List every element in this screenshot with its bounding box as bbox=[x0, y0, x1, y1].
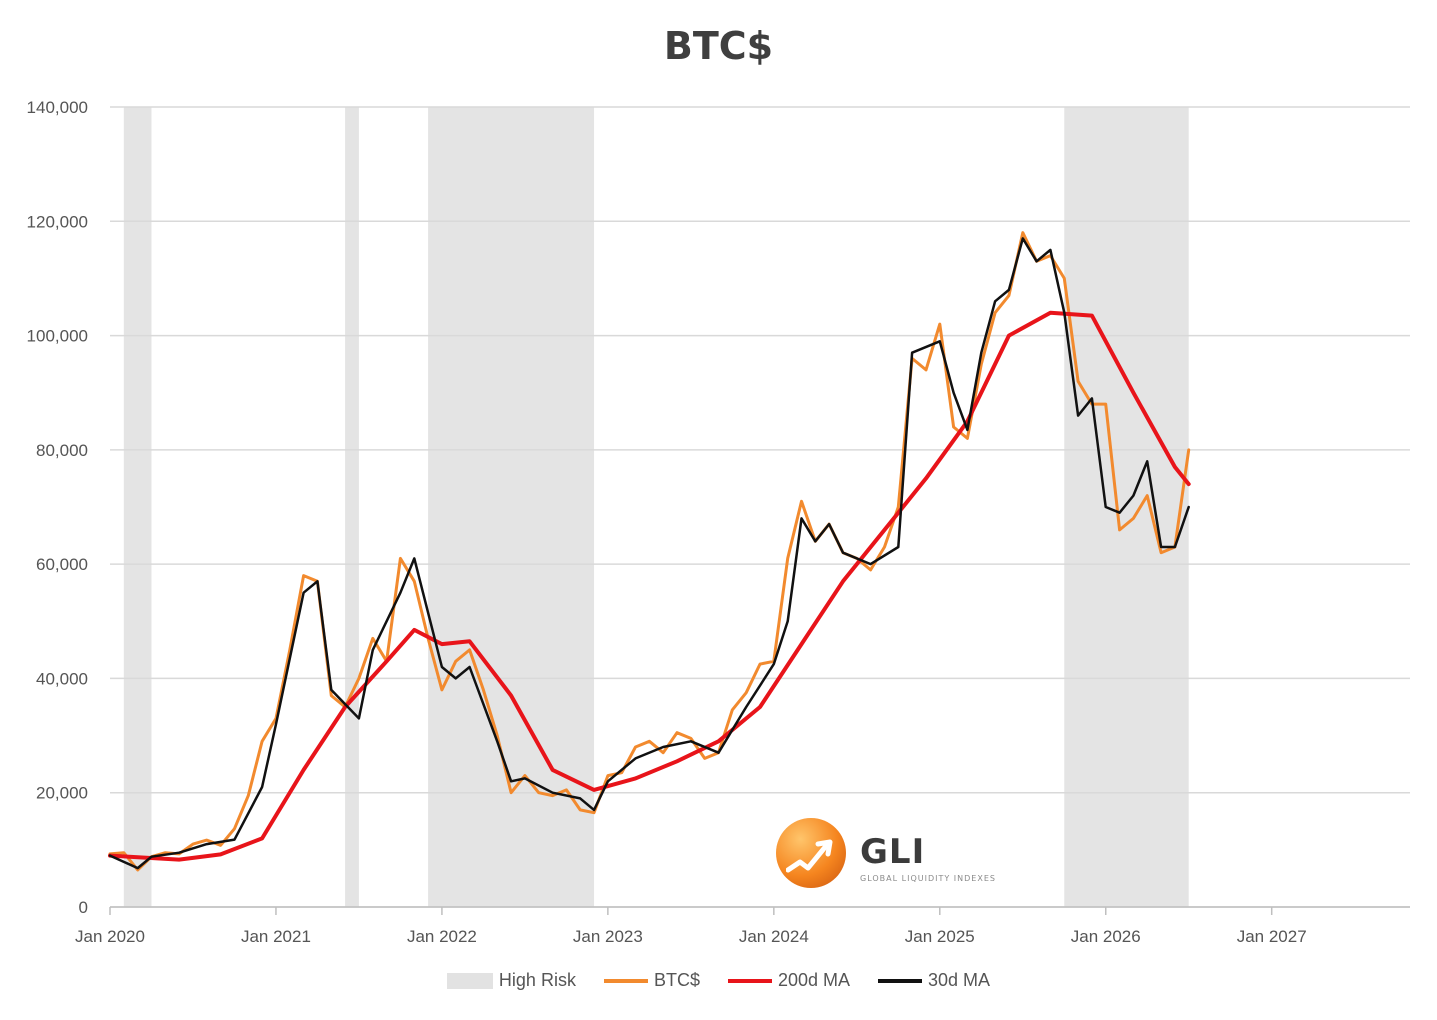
gli-logo-icon bbox=[776, 818, 846, 888]
legend-item-30d-ma: 30d MA bbox=[878, 970, 990, 991]
legend-label: BTC$ bbox=[653, 970, 700, 990]
y-tick-label: 20,000 bbox=[36, 784, 88, 803]
legend-label: High Risk bbox=[498, 970, 576, 990]
logo-name: GLI bbox=[860, 832, 926, 872]
legend-swatch-30d-ma bbox=[878, 978, 923, 983]
y-tick-label: 100,000 bbox=[27, 327, 88, 346]
y-tick-label: 40,000 bbox=[36, 669, 88, 688]
x-tick-label: Jan 2024 bbox=[739, 927, 809, 946]
x-tick-label: Jan 2025 bbox=[905, 927, 975, 946]
x-tick-label: Jan 2023 bbox=[573, 927, 643, 946]
x-tick-label: Jan 2027 bbox=[1237, 927, 1307, 946]
chart-title: BTC$ bbox=[663, 24, 774, 68]
x-tick-label: Jan 2026 bbox=[1071, 927, 1141, 946]
chart-legend: High Risk BTC$ 200d MA 30d MA bbox=[0, 970, 1437, 991]
series-line-200d-ma bbox=[108, 310, 1191, 862]
x-tick-label: Jan 2022 bbox=[407, 927, 477, 946]
legend-item-btc: BTC$ bbox=[603, 970, 700, 991]
y-tick-label: 140,000 bbox=[27, 98, 88, 117]
logo-subtitle: GLOBAL LIQUIDITY INDEXES bbox=[860, 874, 996, 883]
y-tick-label: 120,000 bbox=[27, 212, 88, 231]
legend-item-200d-ma: 200d MA bbox=[727, 970, 851, 991]
x-tick-label: Jan 2020 bbox=[75, 927, 145, 946]
high-risk-band bbox=[1064, 107, 1189, 907]
high-risk-band bbox=[428, 107, 595, 907]
series-line-btc bbox=[108, 231, 1191, 872]
legend-item-high-risk: High Risk bbox=[446, 970, 576, 991]
x-tick-label: Jan 2021 bbox=[241, 927, 311, 946]
gli-logo: GLI GLOBAL LIQUIDITY INDEXES bbox=[776, 818, 1046, 890]
high-risk-band bbox=[345, 107, 359, 907]
legend-label: 200d MA bbox=[777, 970, 851, 990]
y-tick-label: 60,000 bbox=[36, 555, 88, 574]
series-line-30d-ma bbox=[108, 237, 1190, 870]
high-risk-band bbox=[123, 107, 152, 907]
legend-swatch-200d-ma bbox=[727, 978, 772, 983]
y-tick-label: 0 bbox=[79, 898, 88, 917]
legend-swatch-high-risk bbox=[446, 972, 493, 989]
legend-label: 30d MA bbox=[928, 970, 991, 990]
y-tick-label: 80,000 bbox=[36, 441, 88, 460]
legend-swatch-btc bbox=[603, 978, 648, 983]
